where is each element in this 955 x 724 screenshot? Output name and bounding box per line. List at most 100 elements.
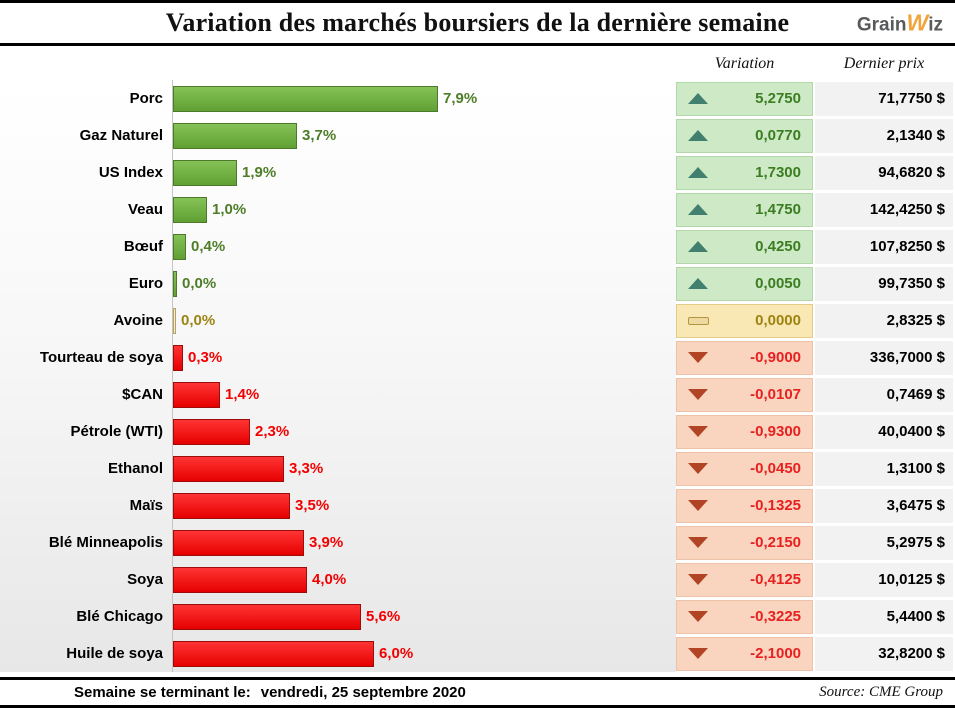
variation-value: 0,0000 [755, 312, 801, 329]
rows: Porc 7,9% 5,2750 71,7750 $ Gaz Naturel 3… [0, 80, 955, 672]
trend-up-icon [688, 130, 708, 141]
table-row: Blé Minneapolis 3,9% -0,2150 5,2975 $ [0, 524, 955, 561]
table-row: Avoine 0,0% 0,0000 2,8325 $ [0, 302, 955, 339]
price-cell: 94,6820 $ [815, 155, 953, 190]
bar-zone: 1,9% [172, 154, 676, 191]
variation-value: -0,3225 [750, 608, 801, 625]
table-row: Veau 1,0% 1,4750 142,4250 $ [0, 191, 955, 228]
table-row: Maïs 3,5% -0,1325 3,6475 $ [0, 487, 955, 524]
trend-down-icon [688, 574, 708, 585]
trend-down-icon [688, 537, 708, 548]
bar-value-label: 0,0% [181, 312, 216, 329]
variation-cell: 5,2750 [676, 81, 813, 116]
bar-value-label: 5,6% [366, 608, 401, 625]
bar-zone: 7,9% [172, 80, 676, 117]
variation-cell: 1,4750 [676, 192, 813, 227]
column-header-variation: Variation [714, 55, 775, 72]
trend-up-icon [688, 167, 708, 178]
table-row: Euro 0,0% 0,0050 99,7350 $ [0, 265, 955, 302]
bar [173, 270, 177, 297]
price-cell: 5,4400 $ [815, 599, 953, 634]
variation-cell: -0,0107 [676, 377, 813, 412]
bar-value-label: 0,0% [182, 275, 217, 292]
row-label: US Index [98, 164, 163, 181]
bar [173, 307, 176, 334]
bar-value-label: 1,4% [225, 386, 260, 403]
table-row: Gaz Naturel 3,7% 0,0770 2,1340 $ [0, 117, 955, 154]
logo-w-icon: W [906, 9, 929, 36]
row-label: Euro [128, 275, 163, 292]
trend-down-icon [688, 352, 708, 363]
price-cell: 10,0125 $ [815, 562, 953, 597]
bar [173, 455, 284, 482]
bar-value-label: 0,4% [191, 238, 226, 255]
table-row: Pétrole (WTI) 2,3% -0,9300 40,0400 $ [0, 413, 955, 450]
price-cell: 2,1340 $ [815, 118, 953, 153]
variation-value: -0,2150 [750, 534, 801, 551]
bar-value-label: 6,0% [379, 645, 414, 662]
variation-cell: 0,0050 [676, 266, 813, 301]
variation-value: -2,1000 [750, 645, 801, 662]
variation-cell: -0,1325 [676, 488, 813, 523]
price-cell: 142,4250 $ [815, 192, 953, 227]
price-cell: 107,8250 $ [815, 229, 953, 264]
variation-value: 1,4750 [755, 201, 801, 218]
table-row: Soya 4,0% -0,4125 10,0125 $ [0, 561, 955, 598]
row-label: Huile de soya [66, 645, 163, 662]
variation-value: -0,9000 [750, 349, 801, 366]
row-label: Porc [129, 90, 163, 107]
logo-text-iz: iz [928, 14, 943, 36]
variation-value: -0,0450 [750, 460, 801, 477]
trend-up-icon [688, 93, 708, 104]
row-label: Ethanol [108, 460, 163, 477]
price-cell: 0,7469 $ [815, 377, 953, 412]
row-label: Gaz Naturel [79, 127, 163, 144]
bar-value-label: 3,9% [309, 534, 344, 551]
price-cell: 3,6475 $ [815, 488, 953, 523]
variation-value: -0,1325 [750, 497, 801, 514]
grainwiz-logo: GrainWiz [857, 10, 943, 37]
bar [173, 418, 250, 445]
row-label: $CAN [122, 386, 163, 403]
variation-value: -0,9300 [750, 423, 801, 440]
bar-value-label: 1,0% [212, 201, 247, 218]
trend-up-icon [688, 204, 708, 215]
column-header-price: Dernier prix [843, 55, 925, 72]
row-label: Bœuf [123, 238, 163, 255]
footer-week-date: vendredi, 25 septembre 2020 [260, 684, 466, 701]
row-label: Pétrole (WTI) [70, 423, 164, 440]
bar-zone: 0,4% [172, 228, 676, 265]
bar [173, 196, 207, 223]
variation-cell: 0,0000 [676, 303, 813, 338]
variation-value: 1,7300 [755, 164, 801, 181]
variation-value: 0,4250 [755, 238, 801, 255]
bar [173, 492, 290, 519]
variation-cell: -2,1000 [676, 636, 813, 671]
row-label: Tourteau de soya [39, 349, 163, 366]
bar-zone: 3,7% [172, 117, 676, 154]
bar-zone: 0,3% [172, 339, 676, 376]
bar-zone: 6,0% [172, 635, 676, 672]
row-label: Blé Minneapolis [48, 534, 163, 551]
bar [173, 603, 361, 630]
price-cell: 1,3100 $ [815, 451, 953, 486]
table-row: Huile de soya 6,0% -2,1000 32,8200 $ [0, 635, 955, 672]
trend-down-icon [688, 426, 708, 437]
bar [173, 122, 297, 149]
footer-week-ending: Semaine se terminant le: vendredi, 25 sep… [0, 684, 466, 701]
variation-value: 0,0050 [755, 275, 801, 292]
bar-zone: 5,6% [172, 598, 676, 635]
table-row: $CAN 1,4% -0,0107 0,7469 $ [0, 376, 955, 413]
bar-zone: 2,3% [172, 413, 676, 450]
bar [173, 233, 186, 260]
variation-cell: -0,3225 [676, 599, 813, 634]
variation-cell: 0,4250 [676, 229, 813, 264]
price-cell: 40,0400 $ [815, 414, 953, 449]
bar-zone: 4,0% [172, 561, 676, 598]
page-title: Variation des marchés boursiers de la de… [165, 8, 790, 37]
bar-value-label: 7,9% [443, 90, 478, 107]
bar [173, 566, 307, 593]
trend-up-icon [688, 278, 708, 289]
trend-down-icon [688, 500, 708, 511]
row-label: Blé Chicago [76, 608, 163, 625]
